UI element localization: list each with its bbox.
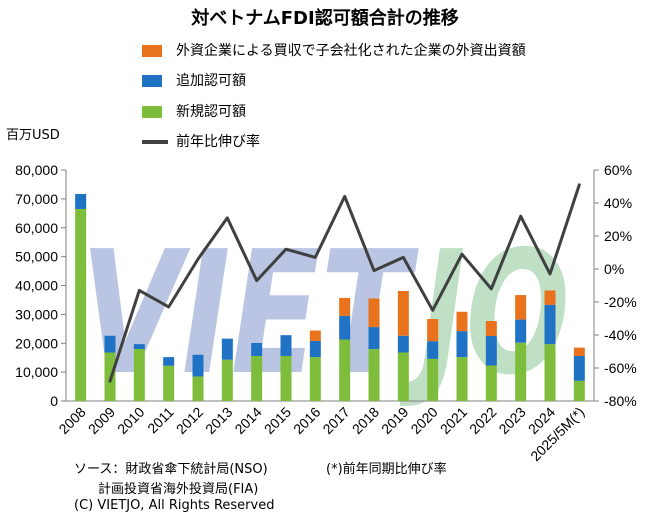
bar-ma	[427, 318, 439, 342]
legend-label-growth: 前年比伸び率	[176, 134, 260, 150]
bar-new	[75, 208, 87, 401]
growth-footnote: (*)前年同期比伸び率	[326, 462, 447, 477]
y2-tick-label: -40%	[604, 327, 637, 343]
bar-new	[163, 365, 175, 401]
y-tick-label: 30,000	[15, 306, 58, 322]
bar-additional	[573, 355, 585, 381]
bar-ma	[544, 290, 556, 305]
bar-additional	[368, 327, 380, 350]
bar-ma	[573, 347, 585, 356]
y2-tick-label: 60%	[604, 162, 632, 178]
bar-additional	[309, 340, 321, 358]
y-tick-label: 60,000	[15, 220, 58, 236]
copyright-text: (C) VIETJO, All Rights Reserved	[74, 498, 275, 513]
bar-ma	[397, 290, 409, 336]
bar-new	[456, 357, 468, 401]
bar-additional	[339, 315, 351, 340]
y2-tick-label: 0%	[604, 261, 624, 277]
y-tick-label: 70,000	[15, 191, 58, 207]
y-tick-label: 50,000	[15, 249, 58, 265]
bar-new	[339, 339, 351, 401]
bar-new	[133, 349, 145, 401]
y-axis-unit-label: 百万USD	[6, 128, 60, 143]
source-line-1: ソース：財政省傘下統計局(NSO)	[74, 462, 268, 477]
legend-swatch-additional	[142, 75, 162, 87]
bar-additional	[544, 304, 556, 345]
bar-additional	[104, 335, 116, 353]
bar-additional	[515, 319, 527, 343]
legend-swatch-ma	[142, 45, 162, 57]
legend-swatch-new	[142, 106, 162, 118]
y2-tick-label: 40%	[604, 195, 632, 211]
bar-additional	[251, 342, 263, 356]
bar-additional	[427, 341, 439, 359]
bar-new	[515, 342, 527, 401]
bar-additional	[75, 193, 87, 209]
bar-new	[309, 357, 321, 401]
source-line-2: 計画投資省海外投資局(FIA)	[98, 482, 259, 497]
y-tick-label: 80,000	[15, 162, 58, 178]
bar-new	[427, 358, 439, 401]
bar-additional	[192, 354, 204, 377]
legend-label-new: 新規認可額	[176, 104, 246, 120]
bar-new	[251, 355, 263, 401]
chart-title: 対ベトナムFDI認可額合計の推移	[191, 8, 459, 29]
y-tick-label: 20,000	[15, 335, 58, 351]
bar-additional	[397, 335, 409, 353]
y-tick-label: 0	[50, 393, 58, 409]
y2-tick-label: -80%	[604, 393, 637, 409]
bar-ma	[368, 298, 380, 328]
bar-ma	[309, 330, 321, 341]
bar-new	[368, 349, 380, 401]
y-tick-label: 40,000	[15, 278, 58, 294]
bar-additional	[456, 331, 468, 358]
watermark-text-green: JO	[399, 215, 570, 413]
bar-additional	[280, 335, 292, 356]
bar-new	[544, 344, 556, 401]
bar-new	[221, 359, 233, 401]
bar-additional	[163, 357, 175, 366]
bar-new	[192, 376, 204, 401]
bar-additional	[133, 344, 145, 350]
y2-tick-label: -20%	[604, 294, 637, 310]
bar-new	[397, 352, 409, 401]
bar-ma	[456, 311, 468, 332]
bar-new	[573, 380, 585, 401]
bar-ma	[339, 297, 351, 316]
bar-additional	[221, 338, 233, 360]
y2-tick-label: 20%	[604, 228, 632, 244]
bar-ma	[485, 321, 497, 337]
bar-new	[485, 365, 497, 401]
y-tick-label: 10,000	[15, 364, 58, 380]
legend-label-additional: 追加認可額	[176, 73, 246, 89]
growth-line	[108, 183, 581, 383]
bar-additional	[485, 336, 497, 366]
legend-line-growth	[142, 140, 168, 144]
y2-tick-label: -60%	[604, 360, 637, 376]
bar-ma	[515, 295, 527, 320]
bar-new	[280, 355, 292, 401]
legend-label-ma: 外資企業による買収で子会社化された企業の外資出資額	[176, 43, 526, 59]
